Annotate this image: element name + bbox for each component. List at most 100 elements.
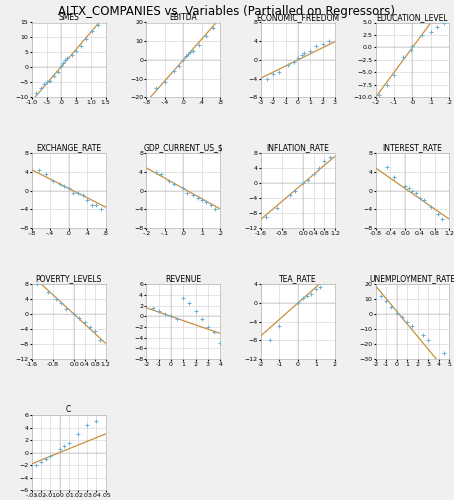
Point: [56, 180, 63, 188]
Point: [37, 458, 44, 466]
Point: [93, 418, 100, 426]
Point: [294, 299, 301, 307]
Point: [180, 56, 187, 64]
Point: [79, 192, 86, 200]
Point: [155, 307, 163, 315]
Point: [34, 280, 41, 288]
Point: [33, 89, 40, 97]
Point: [440, 18, 448, 26]
Point: [390, 71, 398, 79]
Point: [149, 304, 156, 312]
Point: [291, 58, 298, 66]
Point: [95, 22, 102, 30]
Point: [58, 62, 65, 70]
Title: SMES: SMES: [58, 12, 79, 22]
Point: [419, 331, 427, 339]
Point: [74, 430, 82, 438]
Point: [189, 46, 196, 54]
Point: [42, 170, 49, 178]
Point: [74, 189, 82, 197]
Point: [182, 52, 189, 60]
Point: [192, 307, 199, 315]
Point: [168, 312, 175, 320]
Point: [46, 77, 54, 85]
Point: [81, 318, 88, 326]
Point: [286, 190, 294, 198]
Point: [204, 323, 212, 331]
Point: [42, 455, 49, 463]
Point: [266, 336, 274, 344]
Point: [70, 189, 77, 197]
Title: INTEREST_RATE: INTEREST_RATE: [383, 144, 443, 152]
Point: [263, 74, 271, 82]
Point: [170, 180, 178, 188]
Title: INFLATION_RATE: INFLATION_RATE: [266, 144, 329, 152]
Title: TEA_RATE: TEA_RATE: [279, 274, 317, 283]
Point: [276, 322, 283, 330]
Point: [49, 178, 56, 186]
Point: [294, 54, 301, 62]
Point: [427, 28, 434, 36]
Point: [313, 42, 320, 50]
Point: [152, 168, 159, 176]
Point: [401, 182, 409, 190]
Point: [276, 68, 283, 76]
Point: [427, 203, 434, 211]
Point: [413, 189, 420, 197]
Point: [189, 192, 196, 200]
Point: [375, 91, 383, 99]
Point: [84, 420, 91, 428]
Point: [418, 31, 425, 39]
Point: [84, 196, 91, 204]
Point: [83, 35, 90, 43]
Point: [383, 81, 390, 89]
Point: [76, 314, 83, 322]
Point: [180, 294, 187, 302]
Point: [161, 78, 168, 86]
Point: [202, 198, 209, 206]
Point: [305, 176, 312, 184]
Point: [382, 297, 390, 305]
Point: [93, 201, 100, 209]
Point: [307, 290, 315, 298]
Point: [409, 187, 416, 195]
Point: [304, 292, 311, 300]
Point: [59, 59, 66, 67]
Title: REVENUE: REVENUE: [165, 274, 202, 283]
Point: [92, 327, 99, 335]
Point: [210, 24, 217, 32]
Point: [35, 166, 42, 174]
Title: EDUCATION_LEVEL: EDUCATION_LEVEL: [377, 12, 448, 22]
Point: [420, 196, 427, 204]
Point: [439, 215, 446, 223]
Point: [158, 170, 165, 178]
Point: [433, 24, 440, 32]
Point: [44, 288, 51, 296]
Point: [56, 446, 63, 454]
Title: GDP_CURRENT_US_$: GDP_CURRENT_US_$: [143, 144, 223, 152]
Point: [440, 349, 448, 357]
Point: [186, 299, 193, 307]
Point: [60, 442, 68, 450]
Point: [161, 310, 168, 318]
Point: [165, 178, 172, 186]
Title: C: C: [66, 406, 71, 414]
Point: [211, 206, 218, 214]
Point: [291, 187, 299, 195]
Point: [196, 41, 203, 49]
Point: [43, 78, 50, 86]
Title: EXCHANGE_RATE: EXCHANGE_RATE: [36, 144, 101, 152]
Point: [400, 54, 407, 62]
Point: [207, 201, 215, 209]
Point: [175, 62, 183, 70]
Point: [57, 299, 64, 307]
Point: [326, 153, 333, 161]
Point: [194, 194, 202, 202]
Point: [183, 189, 191, 197]
Point: [300, 180, 307, 188]
Text: ALTX_COMPANIES vs. Variables (Partialled on Regressors): ALTX_COMPANIES vs. Variables (Partialled…: [59, 5, 395, 18]
Point: [65, 439, 72, 447]
Point: [180, 184, 187, 192]
Point: [77, 42, 84, 50]
Point: [262, 213, 270, 221]
